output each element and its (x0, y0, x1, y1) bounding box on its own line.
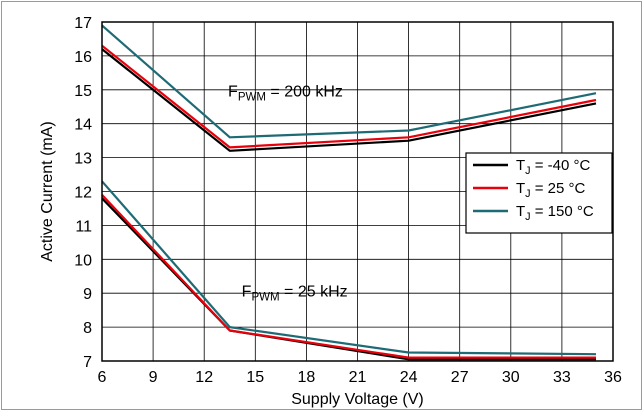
x-tick-labels: 6 9 12 15 18 21 24 27 30 33 36 (98, 369, 622, 386)
x-tick-label: 12 (195, 369, 213, 386)
x-axis-label: Supply Voltage (V) (291, 391, 424, 408)
annotation-fpwm-200khz-main: F (228, 84, 238, 101)
annotation-fpwm-25khz-main: F (242, 284, 252, 301)
y-tick-label: 7 (83, 354, 92, 371)
legend-label-sub: J (525, 211, 530, 223)
x-tick-label: 21 (349, 369, 367, 386)
x-tick-label: 36 (604, 369, 622, 386)
annotation-fpwm-200khz-rest: = 200 kHz (266, 84, 343, 101)
plot-border (101, 21, 614, 362)
x-tick-label: 33 (553, 369, 571, 386)
annotation-fpwm-200khz: FPWM = 200 kHz (228, 84, 343, 104)
x-tick-label: 6 (98, 369, 107, 386)
y-tick-label: 9 (83, 286, 92, 303)
y-tick-label: 8 (83, 320, 92, 337)
legend-label-main: T (516, 180, 525, 197)
y-tick-label: 12 (74, 185, 92, 202)
y-tick-label: 17 (74, 15, 92, 32)
y-axis-label: Active Current (mA) (39, 121, 56, 261)
x-tick-label: 27 (451, 369, 469, 386)
y-tick-labels: 7 8 9 10 11 12 13 14 15 16 17 (74, 15, 92, 371)
legend-label-sub: J (525, 165, 530, 177)
annotation-fpwm-25khz: FPWM = 25 kHz (242, 284, 348, 304)
series-line-25-khz-tj-150 (101, 180, 597, 356)
legend-box (465, 152, 613, 234)
series-line-200-khz-tj--40 (101, 48, 597, 152)
legend-label-main: T (516, 203, 525, 220)
legend-label-main: T (516, 157, 525, 174)
annotation-fpwm-200khz-sub: PWM (238, 92, 266, 104)
x-tick-label: 24 (400, 369, 418, 386)
y-tick-label: 11 (75, 218, 92, 235)
x-tick-label: 15 (246, 369, 264, 386)
y-tick-label: 14 (74, 117, 92, 134)
legend-label: TJ = 25 °C (516, 180, 586, 200)
legend-label-rest: = -40 °C (531, 157, 591, 174)
x-tick-label: 9 (149, 369, 158, 386)
legend-label-rest: = 25 °C (531, 180, 586, 197)
legend-label-rest: = 150 °C (531, 203, 594, 220)
legend: TJ = -40 °CTJ = 25 °CTJ = 150 °C (465, 152, 613, 234)
x-tick-label: 18 (298, 369, 316, 386)
x-tick-label: 30 (502, 369, 520, 386)
legend-label-sub: J (525, 188, 530, 200)
y-tick-label: 15 (74, 83, 92, 100)
legend-label: TJ = -40 °C (516, 157, 591, 177)
series-line-200-khz-tj-150 (101, 24, 597, 139)
y-tick-label: 13 (74, 151, 92, 168)
series-lines (101, 24, 597, 361)
annotation-fpwm-25khz-sub: PWM (251, 292, 279, 304)
series-line-25-khz-tj-25 (101, 194, 596, 359)
y-tick-label: 16 (74, 49, 92, 66)
annotation-fpwm-25khz-rest: = 25 kHz (280, 284, 348, 301)
series-line-200-khz-tj-25 (101, 44, 597, 149)
y-tick-label: 10 (74, 252, 92, 269)
legend-label: TJ = 150 °C (516, 203, 594, 223)
